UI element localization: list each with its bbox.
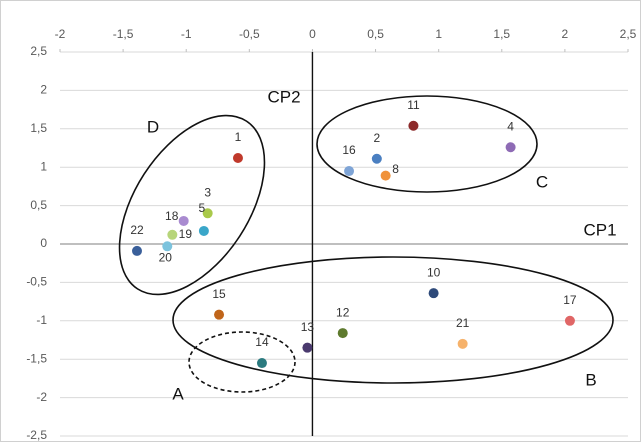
point-label: 14 bbox=[255, 335, 269, 349]
point bbox=[564, 315, 575, 326]
cluster-label: A bbox=[172, 384, 184, 403]
y-tick-label: 0,5 bbox=[30, 198, 47, 212]
y-tick-label: 2 bbox=[40, 83, 47, 97]
point bbox=[457, 338, 468, 349]
point-label: 19 bbox=[179, 227, 193, 241]
y-tick-label: -0,5 bbox=[26, 275, 47, 289]
x-tick-label: -2 bbox=[55, 27, 66, 41]
point bbox=[167, 229, 178, 240]
point bbox=[371, 153, 382, 164]
x-tick-label: -1,5 bbox=[113, 27, 134, 41]
point bbox=[408, 120, 419, 131]
point bbox=[302, 342, 313, 353]
point-label: 4 bbox=[507, 119, 514, 133]
point bbox=[337, 328, 348, 339]
point bbox=[178, 215, 189, 226]
point bbox=[232, 152, 243, 163]
point-label: 5 bbox=[199, 201, 206, 215]
x-tick-label: 0 bbox=[309, 27, 316, 41]
cluster-label: C bbox=[536, 172, 548, 191]
point-label: 20 bbox=[159, 250, 173, 264]
axis-label: CP1 bbox=[583, 220, 616, 239]
point bbox=[162, 241, 173, 252]
point-label: 3 bbox=[204, 185, 211, 199]
point-label: 10 bbox=[427, 265, 441, 279]
cluster-label: B bbox=[585, 370, 596, 389]
point bbox=[198, 225, 209, 236]
y-tick-label: -1 bbox=[36, 313, 47, 327]
y-tick-label: -2 bbox=[36, 390, 47, 404]
x-tick-label: 1 bbox=[435, 27, 442, 41]
point-label: 16 bbox=[342, 143, 356, 157]
y-tick-label: 1 bbox=[40, 159, 47, 173]
point-label: 17 bbox=[563, 293, 577, 307]
point-label: 15 bbox=[212, 287, 226, 301]
x-tick-label: 0,5 bbox=[367, 27, 384, 41]
y-tick-label: -1,5 bbox=[26, 351, 47, 365]
point-label: 22 bbox=[130, 223, 144, 237]
point-label: 8 bbox=[392, 162, 399, 176]
y-tick-label: -2,5 bbox=[26, 428, 47, 442]
point-label: 21 bbox=[456, 316, 470, 330]
point-label: 12 bbox=[336, 305, 350, 319]
point-label: 18 bbox=[165, 209, 179, 223]
point-label: 11 bbox=[407, 98, 420, 112]
point-label: 2 bbox=[373, 131, 380, 145]
x-tick-label: 2 bbox=[562, 27, 569, 41]
point-label: 13 bbox=[301, 320, 315, 334]
y-tick-label: 1,5 bbox=[30, 121, 47, 135]
axis-label: CP2 bbox=[267, 87, 300, 106]
point bbox=[202, 208, 213, 219]
y-tick-label: 2,5 bbox=[30, 44, 47, 58]
point bbox=[380, 170, 391, 181]
x-tick-label: -0,5 bbox=[239, 27, 260, 41]
y-tick-label: 0 bbox=[40, 236, 47, 250]
cluster-a bbox=[188, 331, 296, 393]
cluster-label: D bbox=[147, 117, 159, 136]
point bbox=[505, 142, 516, 153]
x-tick-label: 1,5 bbox=[493, 27, 510, 41]
point bbox=[428, 288, 439, 299]
point bbox=[214, 309, 225, 320]
x-tick-label: 2,5 bbox=[620, 27, 637, 41]
point bbox=[344, 166, 355, 177]
cluster-b bbox=[172, 256, 614, 384]
point bbox=[256, 358, 267, 369]
point bbox=[131, 245, 142, 256]
cluster-c bbox=[316, 95, 538, 193]
x-tick-label: -1 bbox=[181, 27, 192, 41]
point-label: 1 bbox=[235, 130, 242, 144]
cluster-d bbox=[118, 114, 266, 296]
